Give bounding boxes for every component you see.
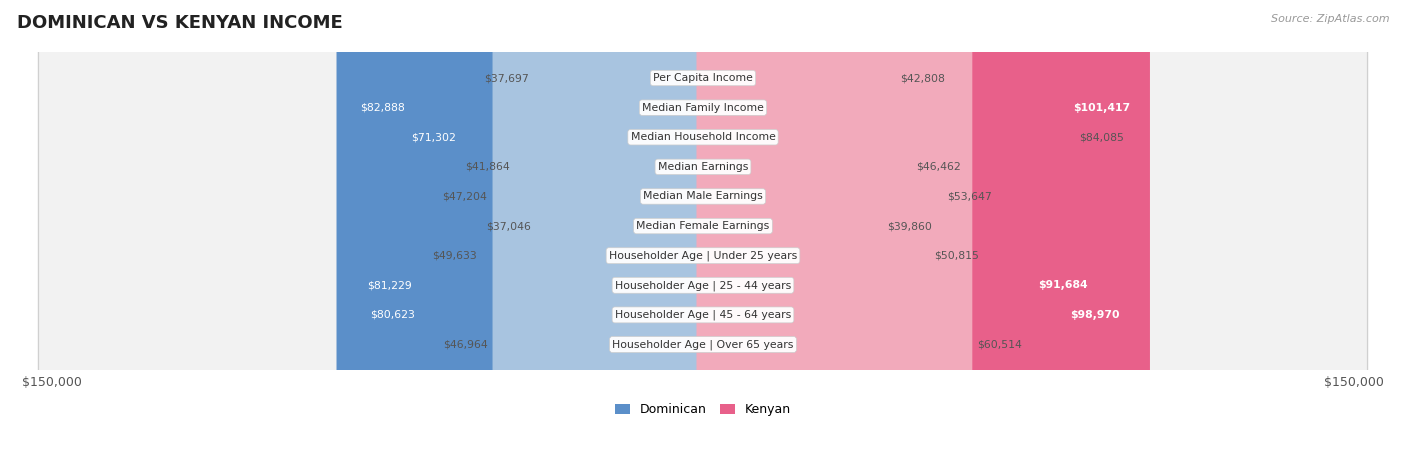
FancyBboxPatch shape [696,0,931,467]
Text: $98,970: $98,970 [1070,310,1119,320]
FancyBboxPatch shape [38,0,1368,467]
FancyBboxPatch shape [38,0,1368,467]
Text: $46,462: $46,462 [915,162,960,172]
Text: Source: ZipAtlas.com: Source: ZipAtlas.com [1271,14,1389,24]
FancyBboxPatch shape [492,0,710,467]
FancyBboxPatch shape [38,0,1368,467]
FancyBboxPatch shape [536,0,710,467]
FancyBboxPatch shape [696,0,942,467]
FancyBboxPatch shape [696,0,1108,467]
FancyBboxPatch shape [515,0,710,467]
Text: $82,888: $82,888 [360,103,405,113]
Text: $91,684: $91,684 [1039,280,1088,290]
Text: $81,229: $81,229 [367,280,412,290]
FancyBboxPatch shape [38,0,1368,467]
FancyBboxPatch shape [38,0,1368,467]
FancyBboxPatch shape [492,0,710,467]
FancyBboxPatch shape [696,0,973,467]
FancyBboxPatch shape [696,0,1074,467]
Text: $39,860: $39,860 [887,221,932,231]
Text: $47,204: $47,204 [443,191,486,201]
Text: $42,808: $42,808 [900,73,945,83]
Text: Median Family Income: Median Family Income [643,103,763,113]
Text: $84,085: $84,085 [1078,132,1123,142]
Text: $46,964: $46,964 [443,340,488,349]
FancyBboxPatch shape [481,0,710,467]
FancyBboxPatch shape [38,0,1368,467]
Text: $80,623: $80,623 [370,310,415,320]
FancyBboxPatch shape [696,0,911,467]
Text: $41,864: $41,864 [465,162,510,172]
FancyBboxPatch shape [38,0,1368,467]
Text: Median Earnings: Median Earnings [658,162,748,172]
Text: Per Capita Income: Per Capita Income [652,73,754,83]
FancyBboxPatch shape [696,0,1139,467]
Legend: Dominican, Kenyan: Dominican, Kenyan [610,398,796,421]
Text: $101,417: $101,417 [1073,103,1130,113]
Text: $50,815: $50,815 [935,251,980,261]
Text: Median Female Earnings: Median Female Earnings [637,221,769,231]
FancyBboxPatch shape [387,0,710,467]
FancyBboxPatch shape [346,0,710,467]
Text: DOMINICAN VS KENYAN INCOME: DOMINICAN VS KENYAN INCOME [17,14,343,32]
Text: Householder Age | Over 65 years: Householder Age | Over 65 years [612,339,794,350]
Text: $49,633: $49,633 [432,251,477,261]
FancyBboxPatch shape [38,0,1368,467]
FancyBboxPatch shape [696,0,896,467]
Text: $37,046: $37,046 [486,221,531,231]
FancyBboxPatch shape [38,0,1368,467]
Text: $37,697: $37,697 [484,73,529,83]
Text: Median Household Income: Median Household Income [630,132,776,142]
Text: Householder Age | Under 25 years: Householder Age | Under 25 years [609,250,797,261]
Text: Householder Age | 45 - 64 years: Householder Age | 45 - 64 years [614,310,792,320]
Text: $53,647: $53,647 [946,191,991,201]
FancyBboxPatch shape [38,0,1368,467]
FancyBboxPatch shape [696,0,1150,467]
FancyBboxPatch shape [533,0,710,467]
FancyBboxPatch shape [696,0,883,467]
Text: Median Male Earnings: Median Male Earnings [643,191,763,201]
FancyBboxPatch shape [343,0,710,467]
Text: $60,514: $60,514 [977,340,1022,349]
Text: Householder Age | 25 - 44 years: Householder Age | 25 - 44 years [614,280,792,290]
FancyBboxPatch shape [336,0,710,467]
Text: $71,302: $71,302 [411,132,456,142]
